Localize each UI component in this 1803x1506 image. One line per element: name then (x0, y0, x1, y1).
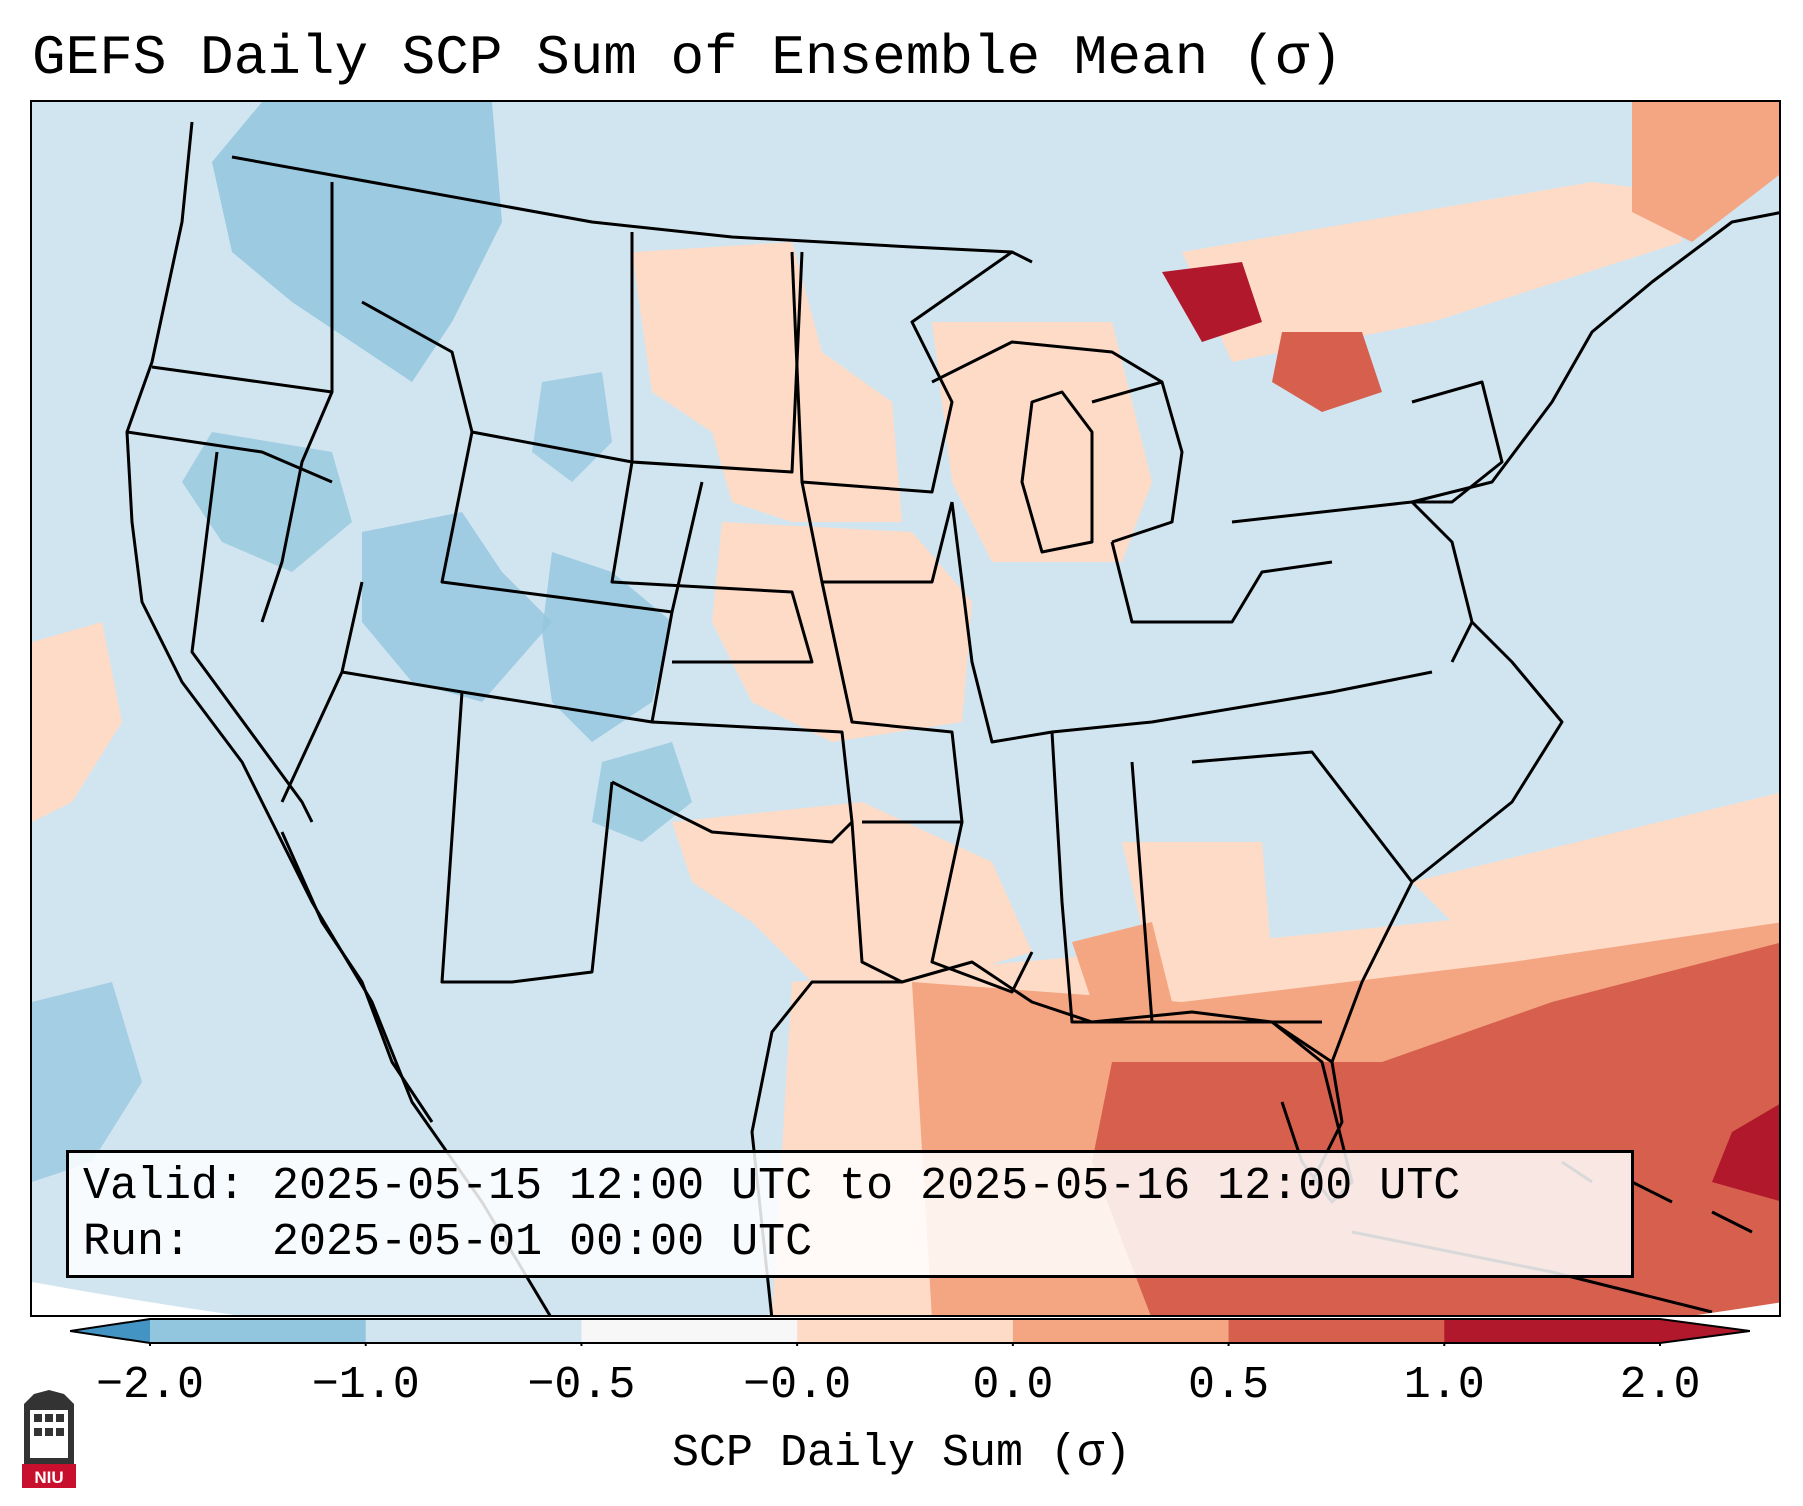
washington-oregon (151, 365, 333, 394)
colorbar-extend-high (1660, 1319, 1750, 1343)
texas (611, 780, 904, 1315)
appalachia (1110, 541, 1333, 624)
map-panel (30, 100, 1781, 1317)
alabama (1130, 761, 1154, 1023)
run-label: Run: (83, 1217, 192, 1268)
west-coast (125, 121, 552, 1315)
georgia-sc (1191, 750, 1414, 883)
colorbar-tick-label: −1.0 (311, 1360, 420, 1411)
map-edge-mask (32, 1282, 1779, 1315)
minnesota (790, 250, 1013, 494)
positive-anomaly-plains (632, 242, 902, 522)
negative-anomaly-utah (362, 512, 552, 702)
pennsylvania-ny (1231, 500, 1474, 663)
northeast-coast (1411, 211, 1779, 504)
montana-south (361, 300, 633, 464)
wyoming (440, 431, 704, 614)
colorbar-label: SCP Daily Sum (σ) (671, 1428, 1132, 1479)
colorbar-extend-low (70, 1319, 150, 1343)
positive-anomaly-canada (1182, 182, 1682, 362)
idaho-west (260, 182, 334, 623)
missouri-arkansas (820, 581, 964, 824)
positive-anomaly-pacific (32, 622, 122, 822)
valid-time-box: Valid: 2025-05-15 12:00 UTC to 2025-05-1… (66, 1150, 1634, 1278)
positive-anomaly-kansas (712, 522, 972, 742)
very-strong-anomaly-caribbean (1712, 1104, 1779, 1201)
colorbar-tick-label: 1.0 (1403, 1360, 1485, 1411)
strong-anomaly-lake-huron (1272, 332, 1382, 412)
run-value: 2025-05-01 00:00 UTC (272, 1217, 813, 1268)
positive-anomaly-midwest (932, 322, 1152, 562)
michigan (1091, 380, 1184, 544)
anomaly-field (32, 102, 1779, 1315)
four-corners (280, 581, 364, 803)
negative-anomaly-newmexico (592, 742, 692, 842)
political-boundaries (125, 121, 1779, 1315)
colorbar-segment (365, 1319, 583, 1343)
lake-superior (931, 340, 1163, 384)
lake-michigan (1020, 390, 1094, 554)
kansas-ok (651, 720, 854, 823)
colorbar-segment (150, 1319, 367, 1343)
colorbar (70, 1318, 1750, 1346)
valid-label: Valid: (83, 1161, 246, 1212)
colorbar-tick-label: −0.0 (743, 1360, 852, 1411)
colorbar-segment (1444, 1319, 1661, 1343)
negative-anomaly-southwest-ocean (32, 982, 142, 1182)
lower-mississippi (930, 821, 1034, 994)
iowa-missouri (800, 481, 954, 584)
colorbar-segment (1228, 1319, 1446, 1343)
utah-colorado (341, 611, 674, 724)
positive-anomaly-mississippi (1122, 842, 1272, 972)
colorbar-segment (581, 1319, 799, 1343)
ohio-valley (950, 501, 1433, 744)
strong-anomaly-great-lakes (1162, 262, 1262, 342)
map-title: GEFS Daily SCP Sum of Ensemble Mean (σ) (32, 26, 1343, 90)
colorbar-tick-label: −2.0 (95, 1360, 205, 1411)
negative-anomaly-idaho (182, 432, 352, 572)
colorbar-segment (1012, 1319, 1230, 1343)
oregon-california (126, 430, 333, 484)
niu-logo: NIU (22, 1390, 76, 1488)
positive-anomaly-texas (672, 802, 1032, 982)
canada-border (231, 155, 1033, 264)
arizona-nm (440, 691, 614, 984)
negative-anomaly-wyoming (532, 372, 612, 482)
valid-value: 2025-05-15 12:00 UTC to 2025-05-16 12:00… (272, 1161, 1461, 1212)
colorbar-tick-label: −0.5 (527, 1360, 636, 1411)
colorbar-tick-label: 2.0 (1619, 1360, 1701, 1411)
positive-anomaly-northeast-corner (1632, 102, 1779, 242)
negative-anomaly-northwest (212, 102, 502, 382)
colorbar-tick-label: 0.0 (972, 1360, 1054, 1411)
new-england (1411, 380, 1504, 504)
baja (280, 831, 434, 1123)
nevada (190, 451, 314, 823)
sd-ne (610, 461, 814, 664)
logo-text: NIU (34, 1468, 63, 1487)
colorbar-tick-label: 0.5 (1188, 1360, 1270, 1411)
southeast (1050, 731, 1322, 1024)
colorbar-segment (797, 1319, 1014, 1343)
map-canvas (32, 102, 1779, 1315)
